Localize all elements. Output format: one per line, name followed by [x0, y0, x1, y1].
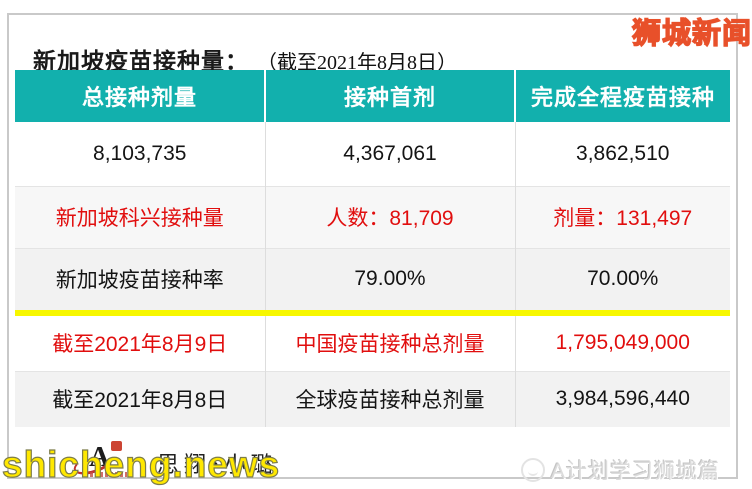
red-seal-icon	[111, 441, 122, 451]
cell-global-label: 全球疫苗接种总剂量	[264, 370, 515, 427]
cell-sinovac-people: 人数：81,709	[264, 185, 515, 248]
table-row-sinovac: 新加坡科兴接种量 人数：81,709 剂量：131,497	[15, 185, 730, 248]
logo-small-text-mark	[85, 472, 127, 477]
table-header-row: 总接种剂量 接种首剂 完成全程疫苗接种	[15, 70, 730, 122]
yellow-divider	[15, 310, 730, 316]
cell-total-doses: 8,103,735	[15, 122, 265, 186]
table-row-china: 截至2021年8月9日 中国疫苗接种总剂量 1,795,049,000	[15, 316, 730, 371]
watermark-right-text: A计划学习狮城篇	[550, 460, 720, 483]
header-total-doses: 总接种剂量	[15, 70, 265, 122]
cell-sinovac-label: 新加坡科兴接种量	[15, 185, 265, 248]
cell-sinovac-doses: 剂量：131,497	[514, 185, 730, 248]
cell-global-date: 截至2021年8月8日	[15, 370, 265, 427]
header-first-dose: 接种首剂	[264, 70, 515, 122]
page-title: 新加坡疫苗接种量： （截至2021年8月8日）	[33, 32, 457, 76]
cell-china-label: 中国疫苗接种总剂量	[264, 316, 515, 371]
site-url-watermark: shicheng.news	[1, 443, 281, 485]
brand-logo-shicheng-news: 狮城新闻	[631, 17, 752, 50]
cell-rate-first: 79.00%	[264, 247, 515, 310]
a-plan-logo: A	[71, 441, 133, 483]
cell-china-doses: 1,795,049,000	[514, 316, 730, 371]
title-main: 新加坡疫苗接种量：	[33, 48, 249, 74]
watermark-circle-icon	[520, 458, 545, 482]
author-signature: 思翔•小璐	[157, 452, 278, 477]
title-date-note: （截至2021年8月8日）	[257, 52, 457, 74]
table-row-global: 截至2021年8月8日 全球疫苗接种总剂量 3,984,596,440	[15, 370, 730, 427]
cell-global-doses: 3,984,596,440	[514, 370, 730, 427]
cell-china-date: 截至2021年8月9日	[15, 316, 265, 371]
cell-fully-vaccinated: 3,862,510	[514, 122, 730, 186]
cell-rate-full: 70.00%	[514, 247, 730, 310]
table-row-rate: 新加坡疫苗接种率 79.00% 70.00%	[15, 247, 730, 310]
a-letter-icon: A	[89, 441, 110, 473]
header-fully-vaccinated: 完成全程疫苗接种	[514, 70, 730, 122]
cell-rate-label: 新加坡疫苗接种率	[15, 247, 265, 310]
table-row-totals: 8,103,735 4,367,061 3,862,510	[15, 122, 730, 186]
vaccination-table: 总接种剂量 接种首剂 完成全程疫苗接种 8,103,735 4,367,061 …	[15, 70, 730, 427]
cell-first-dose: 4,367,061	[264, 122, 515, 186]
bottom-right-watermark: A计划学习狮城篇	[520, 455, 720, 485]
content-card: 新加坡疫苗接种量： （截至2021年8月8日） 总接种剂量 接种首剂 完成全程疫…	[7, 13, 738, 483]
